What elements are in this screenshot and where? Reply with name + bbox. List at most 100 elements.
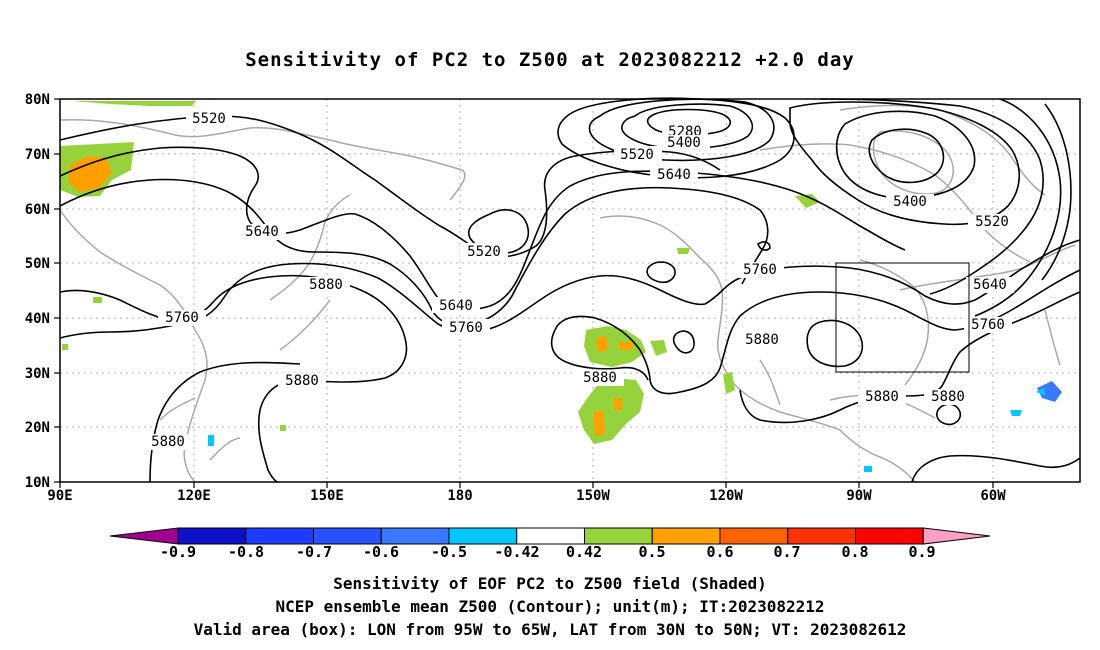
shaded-patch — [614, 398, 622, 410]
contour-label: 5400 — [893, 194, 927, 210]
lon-label: 150E — [310, 488, 344, 504]
shaded-patch — [1010, 410, 1022, 416]
lat-label: 10N — [25, 475, 50, 491]
colorbar-swatch — [787, 527, 856, 545]
contour-label: 5880 — [865, 389, 899, 405]
colorbar-swatch — [584, 527, 653, 545]
colorbar-label: 0.7 — [773, 543, 800, 561]
contour-line — [974, 98, 1062, 317]
shaded-patch — [1036, 388, 1046, 396]
colorbar-label: 0.9 — [908, 543, 935, 561]
lon-label: 90W — [846, 488, 872, 504]
lat-label: 80N — [25, 92, 50, 108]
shaded-patch — [593, 410, 605, 436]
colorbar — [109, 527, 991, 545]
contour-line — [621, 103, 754, 150]
shaded-patch — [1037, 381, 1062, 402]
contour-label: 5400 — [667, 135, 701, 151]
contour-label: 5760 — [449, 320, 483, 336]
colorbar-label: -0.5 — [431, 543, 467, 561]
map-title: Sensitivity of PC2 to Z500 at 2023082212… — [245, 49, 855, 71]
latitude-labels: 80N 70N 60N 50N 40N 30N 20N 10N — [25, 92, 50, 491]
colorbar-swatch — [380, 527, 450, 545]
contour-label: 5760 — [743, 262, 777, 278]
colorbar-swatch — [313, 527, 382, 545]
colorbar-label: 0.8 — [841, 543, 868, 561]
contour-line — [806, 319, 864, 368]
colorbar-swatch — [245, 527, 314, 545]
footer-line-2: NCEP ensemble mean Z500 (Contour); unit(… — [275, 597, 825, 616]
contour-line — [1041, 103, 1072, 281]
contour-label: 5520 — [467, 244, 501, 260]
lon-label: 150W — [576, 488, 610, 504]
lat-label: 50N — [25, 256, 50, 272]
valid-area-box — [835, 262, 970, 373]
contour-line — [59, 146, 906, 311]
colorbar-label: 0.6 — [706, 543, 733, 561]
lat-label: 40N — [25, 311, 50, 327]
lat-label: 70N — [25, 147, 50, 163]
contour-line — [550, 329, 649, 381]
shaded-patch — [584, 326, 646, 367]
colorbar-swatch — [177, 527, 247, 545]
contour-label: 5640 — [245, 224, 279, 240]
axis-ticks — [54, 98, 994, 488]
lat-label: 30N — [25, 366, 50, 382]
contour-label: 5880 — [583, 370, 617, 386]
contour-line — [646, 261, 676, 284]
contour-label: 5760 — [165, 310, 199, 326]
contour-label: 5520 — [192, 111, 226, 127]
colorbar-label: 0.42 — [566, 543, 602, 561]
lat-label: 20N — [25, 420, 50, 436]
contour-label: 5520 — [620, 147, 654, 163]
map-border — [59, 98, 1081, 483]
colorbar-labels: -0.9 -0.8 -0.7 -0.6 -0.5 -0.42 0.42 0.5 … — [160, 543, 936, 561]
shaded-patch — [68, 156, 112, 192]
longitude-labels: 90E 120E 150E 180 150W 120W 90W 60W — [47, 488, 1006, 504]
colorbar-arrow-left — [109, 527, 179, 545]
contour-label: 5880 — [151, 434, 185, 450]
shaded-patch — [795, 194, 820, 208]
colorbar-swatch — [719, 527, 789, 545]
contour-label: 5880 — [745, 332, 779, 348]
colorbar-swatch — [855, 527, 924, 545]
shaded-patch — [62, 344, 68, 350]
contour-line — [911, 454, 1081, 483]
lon-label: 120W — [709, 488, 743, 504]
contour-line — [59, 239, 1081, 333]
colorbar-label: -0.6 — [363, 543, 399, 561]
lon-label: 60W — [980, 488, 1006, 504]
lat-label: 60N — [25, 202, 50, 218]
colorbar-label: -0.42 — [494, 543, 539, 561]
footer-line-1: Sensitivity of EOF PC2 to Z500 field (Sh… — [333, 574, 767, 593]
footer-line-3: Valid area (box): LON from 95W to 65W, L… — [193, 620, 907, 639]
contour-labels: 5520 5280 5400 5520 5640 5640 5520 5640 … — [144, 110, 1016, 450]
colorbar-label: -0.7 — [296, 543, 332, 561]
shaded-patch — [618, 342, 634, 350]
contour-line — [468, 209, 530, 254]
contour-line — [819, 98, 1044, 295]
contour-line — [757, 241, 771, 251]
shaded-patch — [72, 101, 196, 106]
contour-line — [646, 108, 731, 136]
lon-label: 90E — [47, 488, 72, 504]
contour-label: 5760 — [971, 317, 1005, 333]
contour-line — [835, 110, 976, 200]
shaded-patch — [93, 297, 102, 303]
colorbar-label: -0.8 — [228, 543, 264, 561]
contour-label: 5640 — [439, 298, 473, 314]
shaded-patch — [596, 336, 608, 352]
contour-label: 5640 — [973, 277, 1007, 293]
contour-label: 5880 — [285, 373, 319, 389]
colorbar-swatch — [651, 527, 721, 545]
colorbar-swatch — [448, 527, 518, 545]
contour-label: 5880 — [309, 277, 343, 293]
colorbar-swatch — [516, 527, 585, 545]
shaded-patch — [650, 340, 667, 356]
colorbar-arrow-right — [922, 527, 991, 545]
colorbar-label: -0.9 — [160, 543, 196, 561]
lon-label: 180 — [447, 488, 472, 504]
contour-label: 5880 — [931, 389, 965, 405]
contour-line — [672, 330, 695, 354]
